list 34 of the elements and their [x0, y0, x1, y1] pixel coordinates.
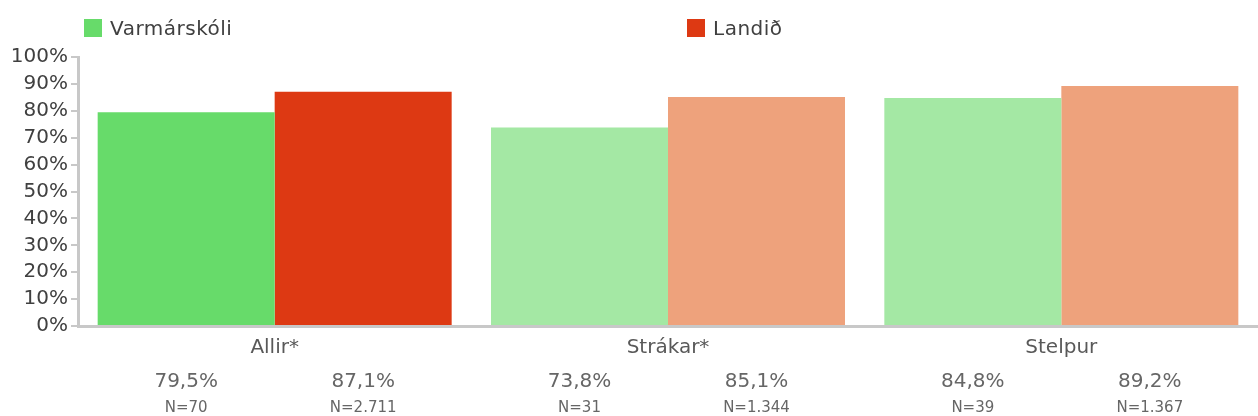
text: N=31: [558, 397, 601, 416]
text: N=1.344: [723, 397, 790, 416]
bar: [491, 127, 668, 325]
text: N=2.711: [329, 397, 397, 416]
bar: [97, 112, 275, 325]
text: N=70: [164, 397, 208, 416]
y-tick-label: 40%: [23, 204, 68, 229]
data-label: 84,8%: [941, 368, 1005, 393]
bar: [884, 97, 1062, 325]
text: N=39: [951, 397, 995, 416]
legend-label: Landið: [713, 16, 783, 40]
data-label: 79,5%: [154, 368, 218, 393]
y-tick-label: 10%: [23, 285, 68, 310]
bar: [1061, 86, 1239, 325]
y-tick-label: 60%: [23, 150, 68, 175]
bar: [274, 91, 452, 325]
text: N=1.367: [1116, 397, 1184, 416]
data-label: 89,2%: [1118, 368, 1182, 393]
y-tick-label: 20%: [23, 258, 68, 283]
y-tick-label: 100%: [10, 43, 68, 68]
y-tick-label: 30%: [23, 231, 68, 256]
y-tick-label: 90%: [23, 70, 68, 95]
x-tick-label: Stelpur: [1025, 334, 1099, 359]
data-label: 85,1%: [724, 368, 789, 393]
y-tick-label: 0%: [36, 312, 68, 337]
y-tick-label: 50%: [23, 177, 68, 202]
x-tick-label: Strákar*: [626, 334, 710, 359]
x-tick-label: Allir*: [250, 334, 299, 359]
data-label: 87,1%: [331, 368, 395, 393]
y-tick-label: 70%: [23, 123, 68, 148]
bar: [668, 97, 845, 325]
legend-label: Varmárskóli: [110, 16, 233, 40]
y-tick-label: 80%: [23, 97, 68, 121]
data-label: 73,8%: [547, 368, 612, 393]
